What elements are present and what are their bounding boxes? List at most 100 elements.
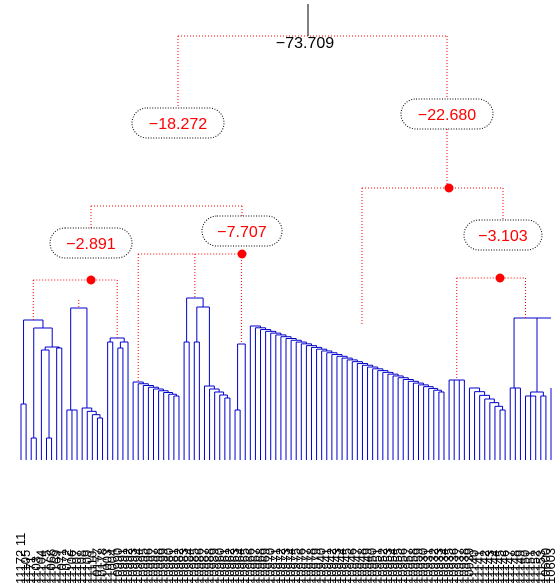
leaf-label: 10943: [329, 548, 344, 584]
leaf-label: 10944: [334, 548, 349, 584]
leaf-label: 11143: [482, 550, 497, 584]
node-right-major-marker: [444, 183, 454, 193]
leaf-label: 10988: [202, 548, 217, 584]
leaf-label: 11149: [512, 550, 527, 584]
leaf-label: 11152: [528, 550, 543, 584]
leaf-label: 10996: [140, 548, 155, 584]
leaf-label: 10976: [293, 548, 308, 584]
node-left-b-marker: [237, 249, 247, 259]
leaf-label: 10946: [344, 548, 359, 584]
root-node: −73.709: [276, 35, 334, 52]
leaf-label: 11071: [54, 549, 69, 584]
leaf-label: 10939: [461, 548, 476, 584]
node-right-major-box: [400, 98, 494, 130]
leaf-label: 10957: [400, 548, 415, 584]
leaf-label: 10963: [227, 548, 242, 584]
leaf-label: 10955: [390, 548, 405, 584]
leaf-label: 10952: [375, 548, 390, 584]
leaf-label: 10178: [95, 548, 110, 584]
leaf-label: 10984: [181, 548, 196, 584]
leaf-label: 11146: [497, 550, 512, 584]
leaf-label: 11107: [69, 550, 84, 584]
leaf-label: 11172 11: [13, 533, 28, 584]
leaf-label: 10931: [421, 548, 436, 584]
leaf-label: 11066: [44, 549, 59, 584]
node-left-major: −18.272: [131, 107, 225, 139]
leaf-label: 11140: [467, 550, 482, 584]
leaf-label: 10953: [380, 548, 395, 584]
leaf-label: 10942: [324, 548, 339, 584]
node-right-major-value: −22.680: [418, 107, 476, 124]
leaf-label: 11145: [492, 550, 507, 584]
leaf-label: 10985: [186, 548, 201, 584]
leaf-label: 1103: [28, 556, 43, 584]
leaf-label: 10991: [115, 548, 130, 584]
leaf-label: 10936: [446, 548, 461, 584]
leaf-label: 10979: [309, 548, 324, 584]
leaf-label: 10995: [135, 548, 150, 584]
leaf-label: 11169: [49, 550, 64, 584]
leaf-label: 11072: [59, 549, 74, 584]
leaf-label: 11175: [38, 550, 53, 584]
leaf-label: 10934: [436, 548, 451, 584]
leaf-label: 10937: [451, 548, 466, 584]
node-right-b-marker: [495, 273, 505, 283]
node-left-a-box: [49, 227, 133, 259]
node-left-major-value: −18.272: [149, 116, 207, 133]
leaf-label: 10973: [278, 548, 293, 584]
leaf-label: 11153: [533, 550, 548, 584]
node-left-a-value: −2.891: [66, 236, 115, 253]
leaf-label: 10971: [268, 548, 283, 584]
leaf-label: 10177: [89, 548, 104, 584]
leaf-label: 1171: [23, 556, 38, 584]
leaf-label: 10940: [314, 548, 329, 584]
leaf-label: 10956: [395, 548, 410, 584]
node-right-major: −22.680: [400, 98, 494, 130]
leaf-label: 10989: [207, 548, 222, 584]
leaf-label: 11147: [502, 550, 517, 584]
leaf-label: 10947: [349, 548, 364, 584]
leaf-label: 10935: [441, 548, 456, 584]
leaf-label: 10966: [242, 548, 257, 584]
leaf-label: 10994: [130, 548, 145, 584]
leaf-label: 10948: [354, 548, 369, 584]
node-right-b-box: [463, 219, 543, 251]
leaf-label: 10983: [176, 548, 191, 584]
leaf-label: 10933: [431, 548, 446, 584]
leaf-label: 10951: [370, 548, 385, 584]
leaf-label: 10990: [110, 548, 125, 584]
node-left-b-value: −7.707: [217, 224, 266, 241]
leaf-label: 10959: [411, 548, 426, 584]
leaf-label: 10969: [258, 548, 273, 584]
leaf-label: 10992: [120, 548, 135, 584]
leaf-label: 10964: [232, 548, 247, 584]
leaf-label: 11004: [105, 549, 120, 584]
leaf-label: 10970: [263, 548, 278, 584]
leaf-label: 10930: [416, 548, 431, 584]
leaf-label: 11151: [523, 550, 538, 584]
leaf-label: 11150: [518, 550, 533, 584]
leaf-label: 10954: [385, 548, 400, 584]
leaf-label: 10932: [426, 548, 441, 584]
leaf-label: 10967: [247, 548, 262, 584]
tree-links: [20, 4, 552, 460]
leaf-label: 10603: [543, 548, 556, 584]
leaf-label: 11148: [507, 550, 522, 584]
leaf-label: 11144: [487, 550, 502, 584]
leaf-label: 10941: [319, 548, 334, 584]
node-left-a-marker: [86, 275, 96, 285]
node-left-b-box: [201, 215, 283, 247]
leaf-label: 10938: [456, 548, 471, 584]
leaf-label: 10960: [212, 548, 227, 584]
leaf-label: 10981: [166, 548, 181, 584]
node-markers: [86, 183, 505, 285]
root-value-label: −73.709: [276, 35, 334, 52]
leaf-label: 10986: [191, 548, 206, 584]
leaf-label: 11109: [79, 550, 94, 584]
leaf-label: 10987: [196, 548, 211, 584]
leaf-label: 11108: [74, 550, 89, 584]
leaf-label: 10945: [339, 548, 354, 584]
leaf-label: 10962: [222, 548, 237, 584]
leaf-label: 11142: [477, 550, 492, 584]
